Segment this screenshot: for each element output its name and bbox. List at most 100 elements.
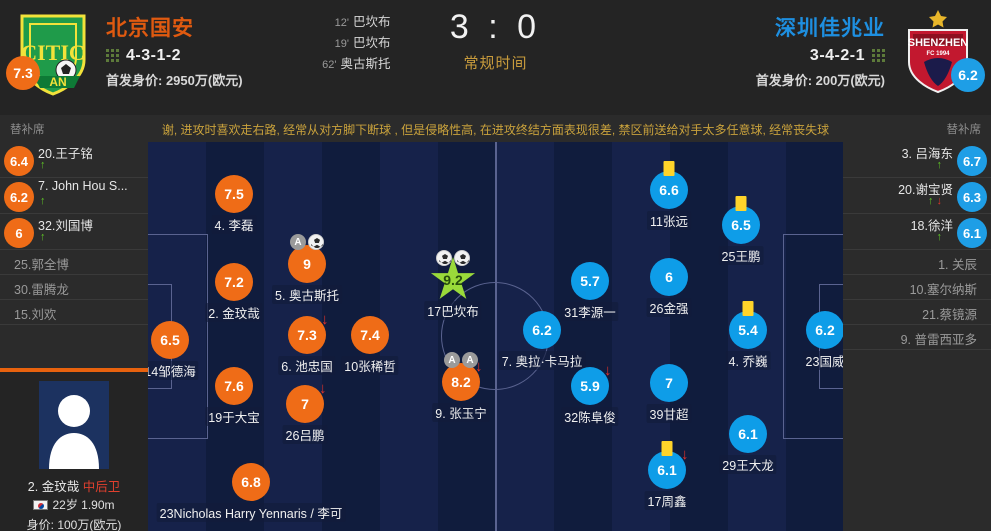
player-name-label[interactable]: 25王鹏 [718,246,764,265]
list-item[interactable]: 6.3 20.谢宝贤 ↑↓ [843,178,991,214]
away-team-name[interactable]: 深圳佳兆业 [775,16,885,40]
unused-sub-name[interactable]: 15.刘欢 [14,308,57,322]
bench-label-away: 替补席 [946,124,982,136]
player-name-label[interactable]: 17周鑫 [644,491,690,510]
player-name-label[interactable]: 29王大龙 [719,455,777,474]
home-formation: 4-3-1-2 [126,46,182,64]
player-rating-badge: 7 [650,364,688,402]
sub-rating: 6.2 [4,182,34,212]
sub-name[interactable]: 20.谢宝贤 [898,183,953,197]
list-item[interactable]: 25.郭全博 [0,250,148,275]
sub-rating: 6.3 [957,182,987,212]
sub-name[interactable]: 18.徐洋 [910,219,953,233]
player-card-position: 中后卫 [82,480,121,494]
sub-on-arrow-icon: ↑ [928,195,937,207]
home-team-rating: 7.3 [6,56,40,90]
list-item[interactable]: 6.1 18.徐洋 ↑ [843,214,991,250]
player-event-icons [436,250,470,266]
player-name-label[interactable]: 26吕鹏 [282,425,328,444]
list-item[interactable]: 10.塞尔纳斯 [843,275,991,300]
sub-arrows: ↑ [40,195,49,207]
player-name-label[interactable]: 17巴坎布 [424,301,482,320]
player-name-label[interactable]: 26金强 [646,298,692,317]
kr-flag-icon [33,500,49,510]
sub-name[interactable]: 3. 吕海东 [901,147,953,161]
player-name-label[interactable]: 39甘超 [646,404,692,423]
player-event-icons [742,301,754,316]
yellow-card-icon [735,196,747,211]
sub-name[interactable]: 32.刘国博 [38,219,93,233]
player-name-label[interactable]: 4. 李磊 [211,215,257,234]
sub-off-arrow-icon: ↓ [681,446,689,463]
player-name-label[interactable]: 10张稀哲 [341,356,399,375]
list-item[interactable]: 6.2 7. John Hou S... ↑ [0,178,148,214]
player-sub-icons: ↓ [475,359,483,374]
scoreboard: 3 : 0 常规时间 [406,6,586,73]
list-item[interactable]: 6.7 3. 吕海东 ↑ [843,142,991,178]
sub-off-arrow-icon: ↓ [604,362,612,379]
player-sub-icons: ↓ [604,362,612,379]
player-name-label[interactable]: 2. 金玟哉 [205,303,263,322]
list-item[interactable]: 1. 关辰 [843,250,991,275]
player-name-label[interactable]: 11张远 [647,211,691,230]
player-sub-icons: ↓ [681,446,689,463]
unused-sub-name[interactable]: 30.雷腾龙 [14,283,69,297]
home-team-name[interactable]: 北京国安 [106,16,194,40]
player-name-label[interactable]: 5. 奥古斯托 [272,285,342,304]
player-name-label[interactable]: 9. 张玉宁 [432,403,490,422]
player-rating-badge: 7 [286,385,324,423]
player-name-label[interactable]: 32陈阜俊 [561,407,619,426]
player-name-label[interactable]: 14邹德海 [148,361,199,380]
player-card-name-text: 2. 金玟哉 [27,480,80,494]
home-crest[interactable]: CITIC AN 7.3 [6,8,92,96]
player-card-name: 2. 金玟哉 中后卫 [0,476,148,495]
unused-sub-name[interactable]: 10.塞尔纳斯 [909,283,977,297]
player-name-label[interactable]: 19于大宝 [205,407,263,426]
away-crest[interactable]: SHENZHEN FC 1994 6.2 [899,8,985,96]
goal-minute: 12' [334,17,349,29]
player-name-label[interactable]: 23国威 [802,351,843,370]
away-team-block[interactable]: 深圳佳兆业 3-4-2-1 首发身价: 200万(欧元) SHENZHEN FC… [742,8,985,96]
player-name-label[interactable]: 23Nicholas Harry Yennaris / 李可 [156,503,346,522]
goal-list: 12' 巴坎布 19' 巴坎布 62' 奥古斯托 [231,12,390,75]
sub-rating: 6.4 [4,146,34,176]
svg-text:FC 1994: FC 1994 [926,51,950,57]
player-rating-badge: 7.4 [351,316,389,354]
unused-sub-name[interactable]: 9. 普雷西亚多 [900,333,977,347]
home-squad-value: 首发身价: 2950万(欧元) [106,72,243,88]
list-item[interactable]: 6 32.刘国博 ↑ [0,214,148,250]
sub-rating: 6 [4,218,34,248]
player-name-label[interactable]: 4. 乔巍 [725,351,771,370]
player-rating-badge: 6.5 [722,206,760,244]
player-name-label[interactable]: 6. 池忠国 [278,356,336,375]
list-item[interactable]: 9. 普雷西亚多 [843,325,991,350]
unused-sub-name[interactable]: 25.郭全博 [14,258,69,272]
list-item[interactable]: 15.刘欢 [0,300,148,325]
player-rating-badge: 9 [288,245,326,283]
player-event-icons [661,441,673,456]
pitch-stripe [380,142,438,531]
home-team-block[interactable]: CITIC AN 7.3 北京国安 4-3-1-2 首发身价: 2950万(欧元… [6,8,257,96]
player-name-label[interactable]: 7. 奥拉·卡马拉 [498,351,586,370]
penalty-box-left [148,234,208,439]
unused-sub-name[interactable]: 1. 关辰 [938,258,977,272]
list-item[interactable]: 6.4 20.王子铭 ↑ [0,142,148,178]
player-card-accent-bar [0,368,148,372]
sub-name[interactable]: 7. John Hou S... [38,179,128,193]
sub-rating: 6.7 [957,146,987,176]
sub-off-arrow-icon: ↓ [936,195,945,207]
list-item[interactable]: 21.蔡镜源 [843,300,991,325]
player-card-value: 身价: 100万(欧元) [26,518,122,531]
player-name-label[interactable]: 31李源一 [561,302,619,321]
player-card-bio: 22岁 1.90m [0,496,148,513]
unused-sub-name[interactable]: 21.蔡镜源 [922,308,977,322]
sub-arrows: ↑↓ [928,195,945,207]
list-item[interactable]: 30.雷腾龙 [0,275,148,300]
away-formation: 3-4-2-1 [809,46,865,64]
player-rating-badge: 6 [650,258,688,296]
sub-arrows: ↑ [937,159,946,171]
sub-name[interactable]: 20.王子铭 [38,147,93,161]
svg-text:SHENZHEN: SHENZHEN [908,37,969,49]
assist-icon: A [444,352,460,368]
